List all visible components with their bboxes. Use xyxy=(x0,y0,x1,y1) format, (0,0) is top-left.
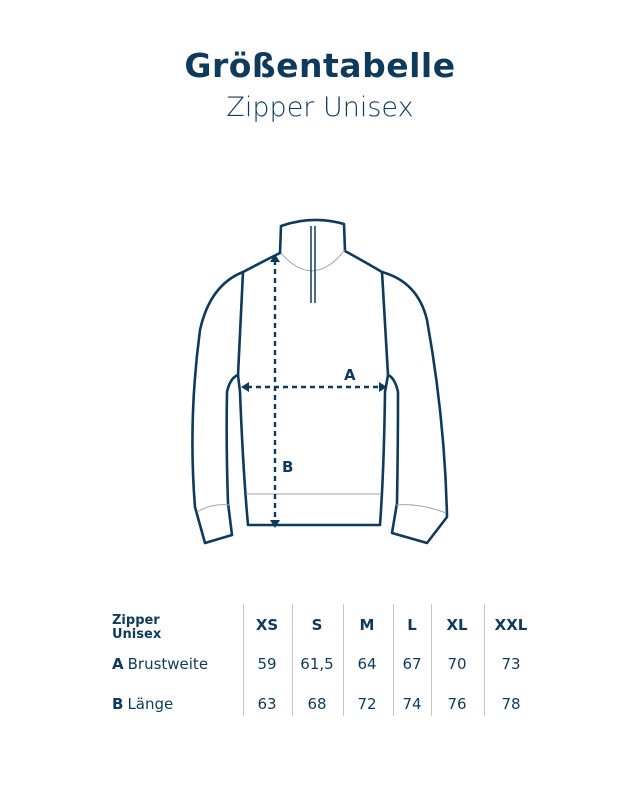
row-label-brustweite: A Brustweite xyxy=(112,655,208,673)
page-title: Größentabelle xyxy=(184,46,456,85)
corner-line1: Zipper xyxy=(112,613,160,628)
left-sleeve xyxy=(191,251,282,545)
size-header-l: L xyxy=(407,616,417,634)
size-header-s: S xyxy=(311,616,323,634)
arrow-a-left xyxy=(241,382,249,392)
right-sleeve xyxy=(343,249,449,545)
row-key: A xyxy=(112,655,124,673)
collar xyxy=(278,218,347,255)
size-header-xxl: XXL xyxy=(494,616,528,634)
column-divider xyxy=(484,604,485,716)
table-cell: 73 xyxy=(501,655,521,673)
row-key: B xyxy=(112,695,124,713)
arrow-b-bottom xyxy=(270,520,280,528)
body xyxy=(236,270,390,527)
table-cell: 72 xyxy=(357,695,377,713)
neckline xyxy=(280,249,346,272)
table-cell: 64 xyxy=(357,655,377,673)
size-header-m: M xyxy=(359,616,375,634)
row-label-text: Länge xyxy=(127,695,174,713)
column-divider xyxy=(431,604,432,716)
right-cuff-rib xyxy=(395,504,447,514)
table-cell: 76 xyxy=(447,695,467,713)
corner-line2: Unisex xyxy=(112,627,162,642)
size-header-xl: XL xyxy=(446,616,468,634)
label-a: A xyxy=(344,366,356,384)
column-divider xyxy=(292,604,293,716)
row-label-laenge: B Länge xyxy=(112,695,173,713)
page-subtitle: Zipper Unisex xyxy=(226,92,414,123)
arrow-a-right xyxy=(379,382,387,392)
table-cell: 74 xyxy=(402,695,422,713)
table-cell: 68 xyxy=(307,695,327,713)
row-label-text: Brustweite xyxy=(127,655,209,673)
column-divider xyxy=(343,604,344,716)
table-cell: 59 xyxy=(257,655,277,673)
table-cell: 67 xyxy=(402,655,422,673)
column-divider xyxy=(243,604,244,716)
arrow-b-top xyxy=(270,254,280,262)
table-cell: 63 xyxy=(257,695,277,713)
table-cell: 61,5 xyxy=(300,655,334,673)
label-b: B xyxy=(282,458,293,476)
table-cell: 70 xyxy=(447,655,467,673)
left-cuff-rib xyxy=(196,504,231,513)
table-cell: 78 xyxy=(501,695,521,713)
column-divider xyxy=(393,604,394,716)
size-header-xs: XS xyxy=(255,616,279,634)
table-corner: Zipper Unisex xyxy=(112,614,161,642)
